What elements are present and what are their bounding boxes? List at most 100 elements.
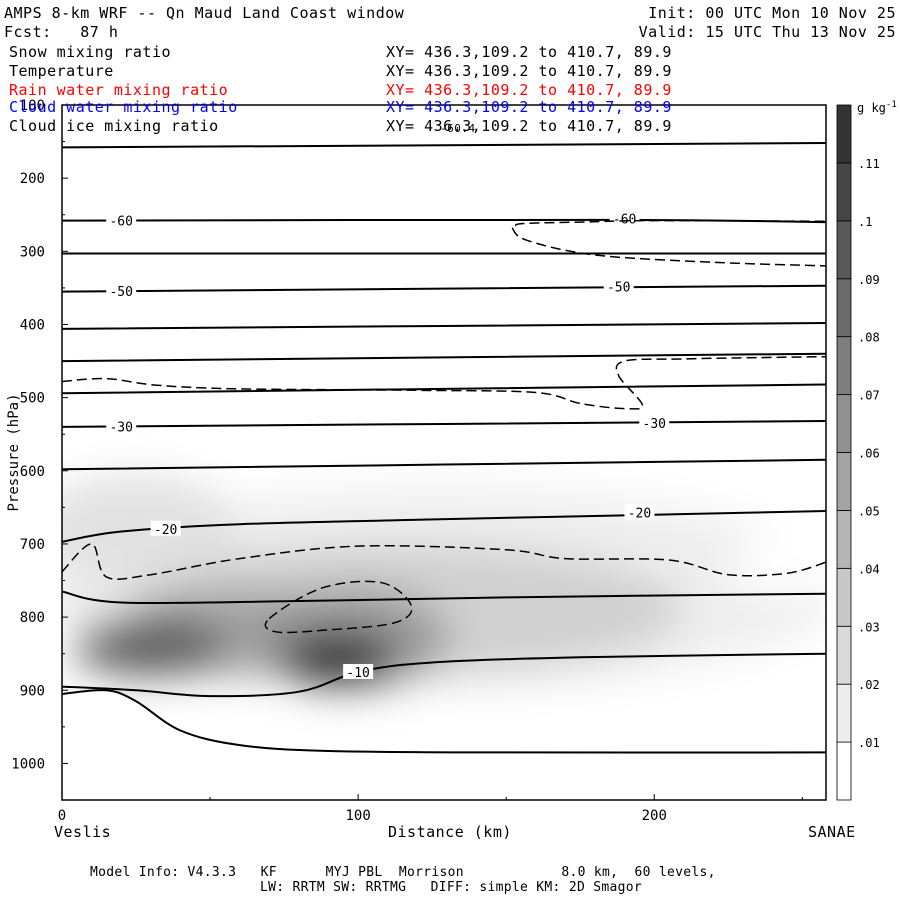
legend-label-cloud-water: Cloud water mixing ratio [9, 98, 238, 116]
isotherm-line [61, 284, 827, 293]
colorbar-tick-label: .02 [858, 678, 880, 692]
legend-label-rain: Rain water mixing ratio [9, 81, 229, 99]
isotherm-line [61, 689, 827, 754]
colorbar-bin [836, 510, 852, 569]
colorbar-bin [836, 452, 852, 511]
isotherm-label-bg [343, 663, 374, 679]
isotherm-label-bg [106, 212, 137, 228]
snow-shading-layer [62, 474, 826, 800]
y-tick-label: 900 [20, 683, 45, 699]
x-axis-label: Distance (km) [388, 823, 512, 841]
colorbar-tick-label: .07 [858, 389, 880, 403]
overlapping-contour-label: -60.4 [440, 122, 476, 135]
colorbar-tick-label: .05 [858, 504, 880, 518]
x-tick-label: 0 [58, 808, 66, 824]
y-tick-label: 700 [20, 537, 45, 553]
colorbar-bin [836, 394, 852, 453]
legend-xy-cloud-water: XY= 436.3,109.2 to 410.7, 89.9 [386, 98, 672, 116]
isotherm-line [61, 218, 827, 224]
terrain-mask [62, 690, 826, 800]
isotherm-line [61, 352, 827, 363]
cloud-ice-dashed-contour [511, 227, 827, 267]
colorbar-unit-base: g kg [857, 101, 886, 115]
plot-frame-layer: 100 200 300 400 500 600 700 800 900 1000 0 100 200 Pr… [6, 98, 827, 824]
colorbar-bin [836, 567, 852, 627]
cloud-ice-dashed-contour [264, 580, 413, 634]
contour-label-bg [609, 210, 640, 226]
colorbar-bin [836, 336, 852, 395]
model-info-line-2: LW: RRTM SW: RRTMG DIFF: simple KM: 2D S… [260, 880, 642, 895]
isotherm-label-bg [106, 283, 137, 299]
y-tick-label: 100 [20, 98, 45, 114]
isotherm-line [61, 322, 827, 330]
contour-label-bg [624, 504, 655, 520]
legend-label-cloud-ice: Cloud ice mixing ratio [9, 117, 219, 135]
colorbar-bin [836, 683, 852, 743]
colorbar-tick-label: .06 [858, 447, 880, 461]
chart-title: AMPS 8-km WRF -- Qn Maud Land Coast wind… [4, 4, 405, 22]
legend-xy-temperature: XY= 436.3,109.2 to 410.7, 89.9 [386, 62, 672, 80]
legend-xy-cloud-ice: XY= 436.3,109.2 to 410.7, 89.9 [386, 117, 672, 135]
x-tick-label: 200 [642, 808, 667, 824]
legend-label-temperature: Temperature [9, 62, 114, 80]
isotherm-label-bg [150, 520, 181, 536]
colorbar-unit: g kg-1 [857, 100, 897, 115]
model-info-line-1: Model Info: V4.3.3 KF MYJ PBL Morrison 8… [90, 865, 716, 880]
snow-shading-field [62, 474, 826, 691]
snow-max-central [278, 631, 397, 683]
cloud-ice-dashed-contour [61, 355, 827, 410]
y-tick-label: 500 [20, 391, 45, 407]
colorbar-bin [836, 625, 852, 685]
colorbar-tick-label: .03 [858, 620, 880, 634]
colorbar-bin [836, 162, 852, 222]
valid-time: Valid: 15 UTC Thu 13 Nov 25 [638, 23, 896, 41]
colorbar-tick-label: .1 [858, 215, 872, 229]
cloud-ice-dashed-contour [61, 543, 827, 580]
colorbar-layer: .01 .02 .03 .04 .05 .06 .07 .08 .09 .1 .11 g kg-1 [836, 100, 897, 801]
snow-shading-clip [62, 474, 826, 800]
y-tick-label: 200 [20, 171, 45, 187]
snow-field-clear-east [728, 536, 826, 596]
colorbar-tick-label: .09 [858, 273, 880, 287]
isotherm-label-bg [106, 418, 137, 434]
isotherm-label: -60 [109, 215, 132, 230]
colorbar-unit-exponent: -1 [886, 100, 897, 110]
colorbar-tick-label: .04 [858, 562, 880, 576]
legend-label-snow: Snow mixing ratio [9, 43, 172, 61]
x-tick-label: 100 [345, 808, 370, 824]
snow-max-west [73, 617, 228, 676]
y-tick-label: 800 [20, 610, 45, 626]
colorbar-tick-label: .08 [858, 331, 880, 345]
isotherm-label: -10 [346, 666, 369, 681]
colorbar-tick-label: .01 [858, 736, 880, 750]
forecast-hour: Fcst: 87 h [4, 23, 119, 41]
isotherm-label: -50 [109, 285, 132, 300]
y-tick-label: 600 [20, 464, 45, 480]
isotherm-line [61, 510, 827, 543]
contour-label: -50 [607, 280, 630, 295]
init-time: Init: 00 UTC Mon 10 Nov 25 [648, 4, 896, 22]
colorbar-bin [836, 220, 852, 280]
cloud-ice-dashed-contour [514, 219, 827, 227]
isotherm-line [61, 383, 827, 395]
isotherm-label: -30 [109, 420, 132, 435]
contour-layer: -60 -50 -30 -20 -10 -60 -50 -30 -20 [61, 142, 827, 754]
plot-border [61, 104, 827, 801]
isotherm-line [61, 458, 827, 471]
isotherm-line [61, 420, 827, 428]
contour-label-bg [603, 278, 634, 294]
isotherm-label: -20 [154, 523, 177, 538]
legend-xy-snow: XY= 436.3,109.2 to 410.7, 89.9 [386, 43, 672, 61]
colorbar-bin [836, 278, 852, 338]
contour-label-bg [639, 415, 670, 431]
contour-label: -60 [613, 212, 636, 227]
right-station-label: SANAE [808, 823, 856, 841]
contour-label: -20 [628, 506, 651, 521]
contour-label: -30 [643, 417, 666, 432]
y-axis-label: Pressure (hPa) [6, 393, 22, 511]
legend-xy-rain: XY= 436.3,109.2 to 410.7, 89.9 [386, 81, 672, 99]
y-tick-label: 400 [20, 317, 45, 333]
y-tick-label: 300 [20, 244, 45, 260]
colorbar-bin [836, 104, 852, 164]
